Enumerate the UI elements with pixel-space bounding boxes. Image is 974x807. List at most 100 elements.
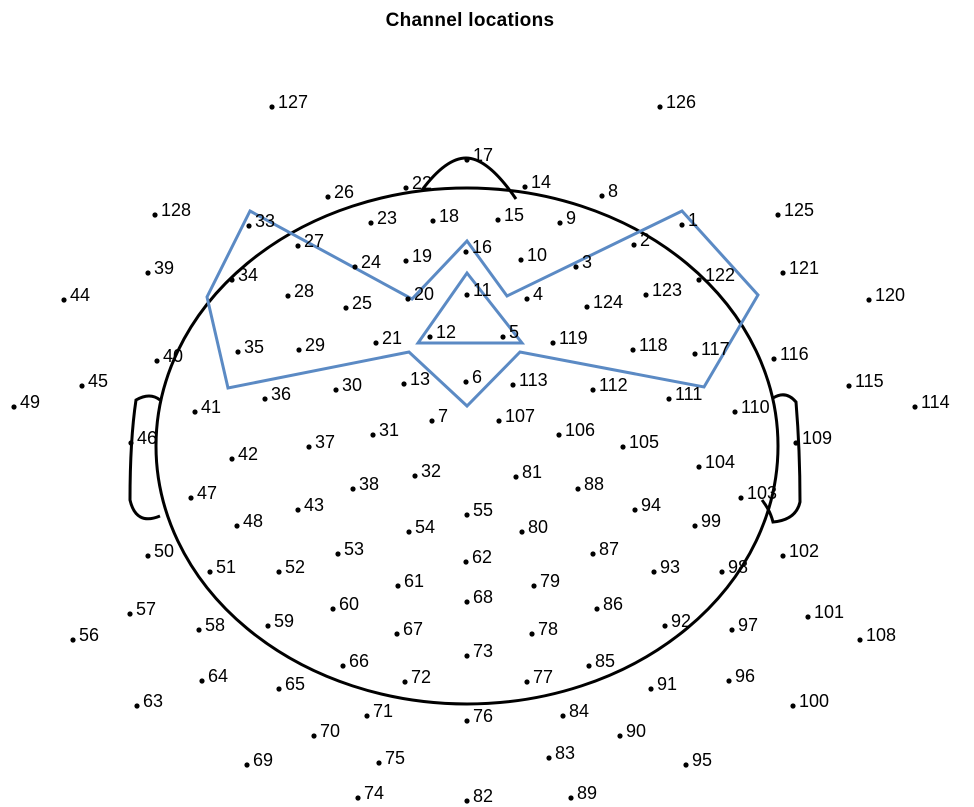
- channel-dot: [330, 606, 336, 612]
- channel-dot: [729, 627, 735, 633]
- channel-label: 23: [377, 208, 397, 228]
- channel-15: 15: [495, 205, 524, 225]
- channel-dot: [463, 379, 469, 385]
- right-ear: [760, 393, 802, 524]
- channel-83: 83: [546, 743, 575, 763]
- channel-label: 57: [136, 599, 156, 619]
- channel-101: 101: [805, 602, 844, 622]
- channel-label: 120: [875, 285, 905, 305]
- channel-103: 103: [738, 483, 777, 503]
- channel-96: 96: [726, 666, 755, 686]
- channel-dot: [61, 297, 67, 303]
- channel-label: 101: [814, 602, 844, 622]
- channel-dot: [575, 486, 581, 492]
- channel-78: 78: [529, 619, 558, 639]
- channel-dot: [127, 611, 133, 617]
- channel-65: 65: [276, 674, 305, 694]
- channel-label: 16: [472, 237, 492, 257]
- channel-dot: [510, 382, 516, 388]
- channel-label: 94: [641, 495, 661, 515]
- channel-label: 49: [20, 392, 40, 412]
- channel-1: 1: [679, 210, 698, 230]
- channel-dot: [262, 396, 268, 402]
- channel-31: 31: [370, 420, 399, 440]
- channel-dot: [276, 569, 282, 575]
- channel-dot: [696, 464, 702, 470]
- channel-label: 2: [640, 230, 650, 250]
- channel-dot: [679, 222, 685, 228]
- channel-dot: [350, 486, 356, 492]
- channel-108: 108: [857, 625, 896, 645]
- region-outlines: [205, 208, 760, 409]
- channel-label: 46: [137, 428, 157, 448]
- channel-117: 117: [692, 339, 730, 359]
- channel-27: 27: [295, 231, 324, 251]
- channel-23: 23: [368, 208, 397, 228]
- channel-dot: [662, 623, 668, 629]
- channel-dot: [427, 334, 433, 340]
- channel-dot: [524, 296, 530, 302]
- channel-109: 109: [793, 428, 832, 448]
- channel-label: 126: [666, 92, 696, 112]
- channel-dot: [780, 270, 786, 276]
- channel-dot: [529, 631, 535, 637]
- channel-dot: [790, 703, 796, 709]
- channel-87: 87: [590, 539, 619, 559]
- channel-59: 59: [265, 611, 294, 631]
- channel-126: 126: [657, 92, 696, 112]
- channel-dot: [692, 351, 698, 357]
- channel-106: 106: [556, 420, 595, 440]
- channel-dot: [495, 217, 501, 223]
- channel-dot: [630, 347, 636, 353]
- channel-label: 61: [404, 571, 424, 591]
- channel-81: 81: [513, 462, 542, 482]
- channel-45: 45: [79, 371, 108, 391]
- channel-label: 87: [599, 539, 619, 559]
- channel-dot: [234, 523, 240, 529]
- channel-label: 39: [154, 258, 174, 278]
- channel-47: 47: [188, 483, 217, 503]
- channel-label: 36: [271, 384, 291, 404]
- channel-dot: [335, 551, 341, 557]
- channel-label: 105: [629, 432, 659, 452]
- channel-dot: [657, 104, 663, 110]
- channel-dot: [196, 627, 202, 633]
- channel-dot: [696, 277, 702, 283]
- channel-dot: [207, 569, 213, 575]
- channel-label: 104: [705, 452, 735, 472]
- channel-dot: [522, 184, 528, 190]
- channel-label: 26: [334, 182, 354, 202]
- channel-56: 56: [70, 625, 99, 645]
- channel-dot: [192, 409, 198, 415]
- channel-94: 94: [632, 495, 661, 515]
- channel-label: 7: [438, 406, 448, 426]
- channel-dot: [394, 631, 400, 637]
- channel-123: 123: [643, 280, 682, 300]
- channel-dot: [128, 440, 134, 446]
- central-triangle-outline: [415, 270, 526, 345]
- channel-dot: [340, 663, 346, 669]
- channel-6: 6: [463, 367, 482, 387]
- channel-dot: [513, 474, 519, 480]
- channel-105: 105: [620, 432, 659, 452]
- channel-dot: [586, 663, 592, 669]
- channel-51: 51: [207, 557, 236, 577]
- channel-122: 122: [696, 265, 735, 285]
- channel-label: 103: [747, 483, 777, 503]
- channel-label: 17: [473, 145, 493, 165]
- channel-52: 52: [276, 557, 305, 577]
- channel-dot: [244, 762, 250, 768]
- channel-3: 3: [573, 252, 592, 272]
- channel-label: 125: [784, 200, 814, 220]
- channel-dot: [364, 713, 370, 719]
- channel-dot: [524, 679, 530, 685]
- channel-dot: [584, 304, 590, 310]
- channel-label: 11: [473, 280, 492, 300]
- channel-37: 37: [306, 432, 335, 452]
- channel-107: 107: [496, 406, 535, 426]
- channel-dot: [666, 396, 672, 402]
- channel-dot: [154, 358, 160, 364]
- channel-label: 102: [789, 541, 819, 561]
- channel-label: 72: [411, 667, 431, 687]
- channel-73: 73: [464, 641, 493, 661]
